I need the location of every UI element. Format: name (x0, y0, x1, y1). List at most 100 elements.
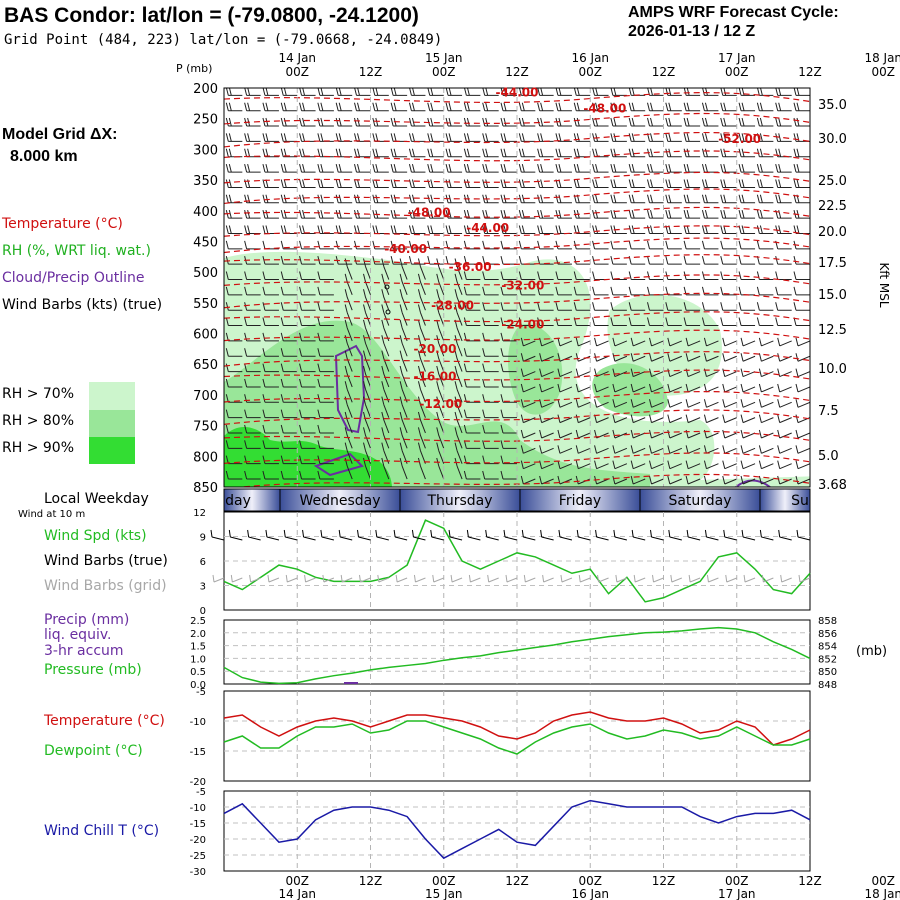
y-tick-label: -5 (196, 787, 206, 798)
legend-wind-barbs-grid: Wind Barbs (grid) (44, 578, 167, 594)
pressure-tick-label: 750 (193, 420, 218, 435)
pressure-unit-label: (mb) (856, 644, 887, 659)
grid-point-label: Grid Point (484, 223) lat/lon = (-79.066… (4, 32, 443, 48)
temperature-contour (224, 171, 810, 184)
bottom-hour-label: 00Z (579, 874, 603, 888)
pressure-tick-label: 250 (193, 113, 218, 128)
legend-temperature: Temperature (°C) (2, 216, 123, 232)
top-hour-label: 12Z (798, 65, 822, 79)
height-tick-label: 12.5 (818, 323, 847, 338)
top-hour-label: 00Z (432, 65, 456, 79)
bottom-date-label: 16 Jan (571, 887, 609, 900)
bottom-date-label: 18 Jan (864, 887, 900, 900)
top-hour-label: 12Z (505, 65, 529, 79)
y2-tick-label: 848 (818, 680, 837, 691)
pressure-axis-label: P (mb) (176, 62, 212, 75)
temperature-label: -20.00 (413, 342, 456, 356)
y-tick-label: 12 (193, 508, 206, 519)
height-tick-label: 25.0 (818, 174, 847, 189)
top-date-label: 17 Jan (718, 51, 756, 65)
legend-dewpoint: Dewpoint (°C) (44, 743, 143, 759)
bottom-date-label: 14 Jan (278, 887, 316, 900)
cloud-outline (334, 344, 366, 434)
bottom-hour-label: 12Z (798, 874, 822, 888)
temperature-contour (224, 329, 810, 342)
y-tick-label: 0.5 (190, 667, 206, 678)
pressure-tick-label: 600 (193, 328, 218, 343)
top-date-label: 18 Jan (864, 51, 900, 65)
top-date-label: 15 Jan (425, 51, 463, 65)
legend-liq-equiv: liq. equiv. (44, 627, 112, 643)
legend-wind-barbs-true: Wind Barbs (true) (44, 553, 168, 569)
temperature-label: -44.00 (466, 221, 509, 235)
forecast-cycle-value: 2026-01-13 / 12 Z (628, 23, 756, 40)
wind-barbs-grid (212, 574, 811, 583)
temperature-label: -36.00 (449, 260, 492, 274)
rh80-label: RH > 80% (2, 413, 75, 429)
rh80-area (224, 320, 650, 487)
temperature-contour (224, 452, 810, 464)
height-tick-label: 35.0 (818, 98, 847, 113)
y2-tick-label: 854 (818, 642, 837, 653)
y2-tick-label: 852 (818, 654, 837, 665)
height-tick-label: 20.0 (818, 225, 847, 240)
temperature-contour (236, 473, 810, 487)
y2-tick-label: 850 (818, 667, 837, 678)
weekday-label: Saturday (668, 493, 731, 509)
temperature-contour (224, 254, 810, 266)
y-tick-label: -15 (190, 747, 206, 758)
cloud-point-2 (385, 309, 391, 315)
legend-cloud: Cloud/Precip Outline (2, 270, 145, 286)
rh70-label: RH > 70% (2, 386, 75, 402)
temperature-contour (224, 430, 810, 442)
pressure-tick-label: 500 (193, 266, 218, 281)
y-tick-label: 9 (200, 533, 206, 544)
temperature-line (223, 711, 811, 746)
y-tick-label: 0 (200, 606, 206, 617)
pressure-tick-label: 800 (193, 450, 218, 465)
y-tick-label: -20 (190, 777, 206, 788)
temperature-contour (224, 311, 810, 323)
top-hour-label: 12Z (652, 65, 676, 79)
temperature-contour (224, 92, 810, 104)
rh90-swatch (89, 437, 135, 464)
temperature-label: -32.00 (501, 279, 544, 293)
temperature-label: -24.00 (501, 317, 544, 331)
weekday-bar (223, 488, 811, 512)
bottom-date-label: 15 Jan (425, 887, 463, 900)
cross-section-frame (223, 87, 811, 488)
temperature-contour (224, 274, 810, 286)
top-hour-label: 12Z (359, 65, 383, 79)
legend-temperature-2m: Temperature (°C) (44, 713, 165, 729)
wind-chill-line (223, 799, 811, 860)
height-tick-label: 5.0 (818, 449, 839, 464)
y-tick-label: 1.5 (190, 642, 206, 653)
y-tick-label: 2.0 (190, 629, 206, 640)
y-tick-label: -25 (190, 851, 206, 862)
bottom-date-label: 17 Jan (718, 887, 756, 900)
dewpoint-line (223, 720, 811, 755)
legend-wind-barbs: Wind Barbs (kts) (true) (2, 297, 163, 313)
weekday-title: Local Weekday (44, 491, 149, 507)
legend-rh: RH (%, WRT liq. wat.) (2, 243, 151, 259)
top-date-label: 14 Jan (278, 51, 316, 65)
height-tick-label: 30.0 (818, 132, 847, 147)
y-tick-label: -15 (190, 819, 206, 830)
temperature-label: -16.00 (413, 370, 456, 384)
temperature-contour (224, 237, 810, 254)
legend-pressure: Pressure (mb) (44, 662, 142, 678)
legend-wind-chill: Wind Chill T (°C) (44, 823, 160, 839)
rh80-swatch (89, 410, 135, 437)
pressure-tick-label: 850 (193, 481, 218, 496)
y-tick-label: 1.0 (190, 654, 206, 665)
temperature-label: -48.00 (408, 206, 451, 220)
rh90-label: RH > 90% (2, 440, 75, 456)
top-hour-label: 00Z (725, 65, 749, 79)
pressure-line (223, 626, 811, 685)
bottom-hour-label: 00Z (872, 874, 896, 888)
cloud-outline-2 (313, 452, 364, 477)
pressure-tick-label: 550 (193, 297, 218, 312)
top-hour-label: 00Z (579, 65, 603, 79)
temperature-contour (224, 409, 810, 426)
